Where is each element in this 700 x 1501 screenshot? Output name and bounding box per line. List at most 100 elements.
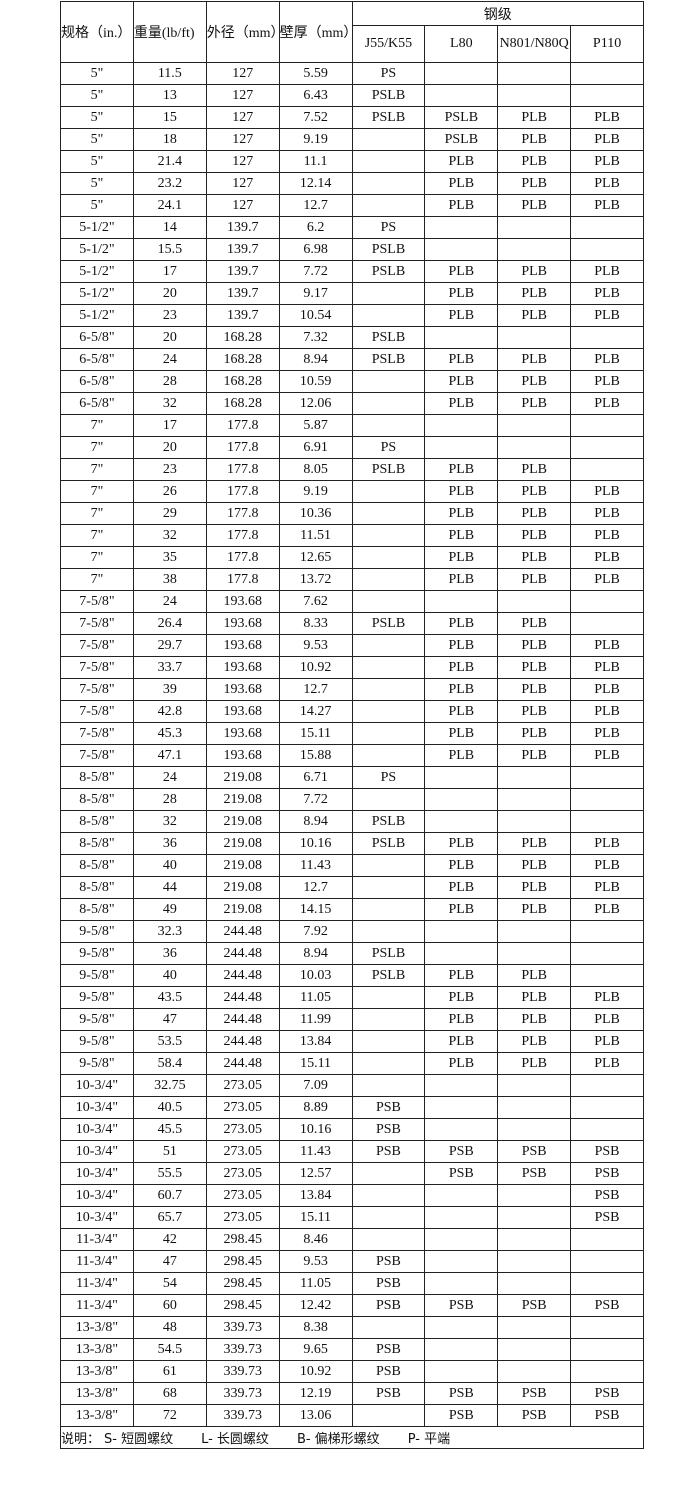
table-cell: PLB [424,194,499,217]
table-cell: PLB [570,986,644,1009]
table-row: 5" 24.1 127 12.7 PLB PLB PLB [60,194,644,217]
table-cell: 9-5/8" [60,1052,134,1075]
table-cell: 10.92 [278,1360,353,1383]
table-cell: 5" [60,106,134,129]
table-cell: PLB [424,458,499,481]
table-cell: PLB [570,128,644,151]
table-cell [570,1074,644,1097]
table-cell: PLB [497,854,572,877]
header-weight: 重量(lb/ft) [132,1,207,63]
table-cell: PLB [424,986,499,1009]
table-cell [351,678,426,701]
table-cell: PLB [424,744,499,767]
table-cell: 219.08 [205,788,280,811]
table-row: 10-3/4" 55.5 273.05 12.57 PSB PSB PSB [60,1162,644,1185]
table-cell [351,502,426,525]
table-cell [497,810,572,833]
table-cell: 6-5/8" [60,326,134,349]
table-cell: 193.68 [205,722,280,745]
table-cell: PLB [497,458,572,481]
table-cell: 7-5/8" [60,700,134,723]
table-cell: PLB [424,634,499,657]
table-cell [570,1272,644,1295]
table-cell: PLB [497,678,572,701]
table-cell [570,458,644,481]
table-cell: 273.05 [205,1206,280,1229]
table-cell: 193.68 [205,656,280,679]
table-cell: 12.06 [278,392,353,415]
table-cell: PSB [497,1294,572,1317]
table-cell: PLB [497,656,572,679]
note-item: P- 平端 [407,1432,451,1447]
table-cell: 7" [60,436,134,459]
table-cell: 60 [132,1294,207,1317]
table-cell: 12.14 [278,172,353,195]
table-cell [570,414,644,437]
table-cell: 32 [132,524,207,547]
table-cell: 244.48 [205,1030,280,1053]
table-row: 7-5/8" 42.8 193.68 14.27 PLB PLB PLB [60,700,644,723]
table-cell [351,1184,426,1207]
table-cell: 177.8 [205,524,280,547]
table-cell: 177.8 [205,568,280,591]
header-od: 外径（mm） [205,1,280,63]
table-cell [351,1316,426,1339]
table-cell: PLB [497,128,572,151]
table-cell: PSB [424,1382,499,1405]
table-cell: PSB [570,1404,644,1427]
table-row: 7-5/8" 33.7 193.68 10.92 PLB PLB PLB [60,656,644,679]
table-cell: PLB [424,150,499,173]
table-cell: 72 [132,1404,207,1427]
table-cell: PLB [497,612,572,635]
table-cell: 127 [205,106,280,129]
table-cell [497,1206,572,1229]
table-cell: PLB [424,304,499,327]
table-row: 7" 29 177.8 10.36 PLB PLB PLB [60,502,644,525]
table-cell: PLB [424,1030,499,1053]
table-cell: PLB [497,964,572,987]
table-cell [497,1096,572,1119]
table-row: 7-5/8" 39 193.68 12.7 PLB PLB PLB [60,678,644,701]
table-cell: 7.72 [278,260,353,283]
table-cell: 244.48 [205,920,280,943]
table-cell: PS [351,216,426,239]
table-cell [570,612,644,635]
table-cell: 7.72 [278,788,353,811]
table-cell: 193.68 [205,678,280,701]
table-cell: PSB [570,1184,644,1207]
table-cell [570,1250,644,1273]
table-cell: 58.4 [132,1052,207,1075]
table-cell: PLB [570,546,644,569]
table-row: 13-3/8" 54.5 339.73 9.65 PSB [60,1338,644,1361]
table-cell: PLB [570,172,644,195]
table-cell [497,1184,572,1207]
table-cell [351,788,426,811]
table-cell: 54.5 [132,1338,207,1361]
table-cell: 12.7 [278,876,353,899]
table-cell: 6.43 [278,84,353,107]
table-cell [351,700,426,723]
table-row: 6-5/8" 24 168.28 8.94 PSLB PLB PLB PLB [60,348,644,371]
table-cell: 10.54 [278,304,353,327]
table-row: 9-5/8" 32.3 244.48 7.92 [60,920,644,943]
table-cell: PLB [570,1030,644,1053]
table-cell [424,326,499,349]
table-cell [424,942,499,965]
table-cell [497,590,572,613]
table-cell [351,370,426,393]
table-cell: PLB [497,502,572,525]
table-cell: 40.5 [132,1096,207,1119]
table-cell: 13.06 [278,1404,353,1427]
table-row: 13-3/8" 61 339.73 10.92 PSB [60,1360,644,1383]
table-cell [570,766,644,789]
table-cell: 5.59 [278,62,353,85]
table-cell: 18 [132,128,207,151]
table-cell: PLB [570,700,644,723]
table-cell: 6.71 [278,766,353,789]
table-cell [570,238,644,261]
table-cell: 12.65 [278,546,353,569]
table-cell [424,590,499,613]
table-cell: 13.72 [278,568,353,591]
table-cell [497,216,572,239]
table-row: 5" 13 127 6.43 PSLB [60,84,644,107]
